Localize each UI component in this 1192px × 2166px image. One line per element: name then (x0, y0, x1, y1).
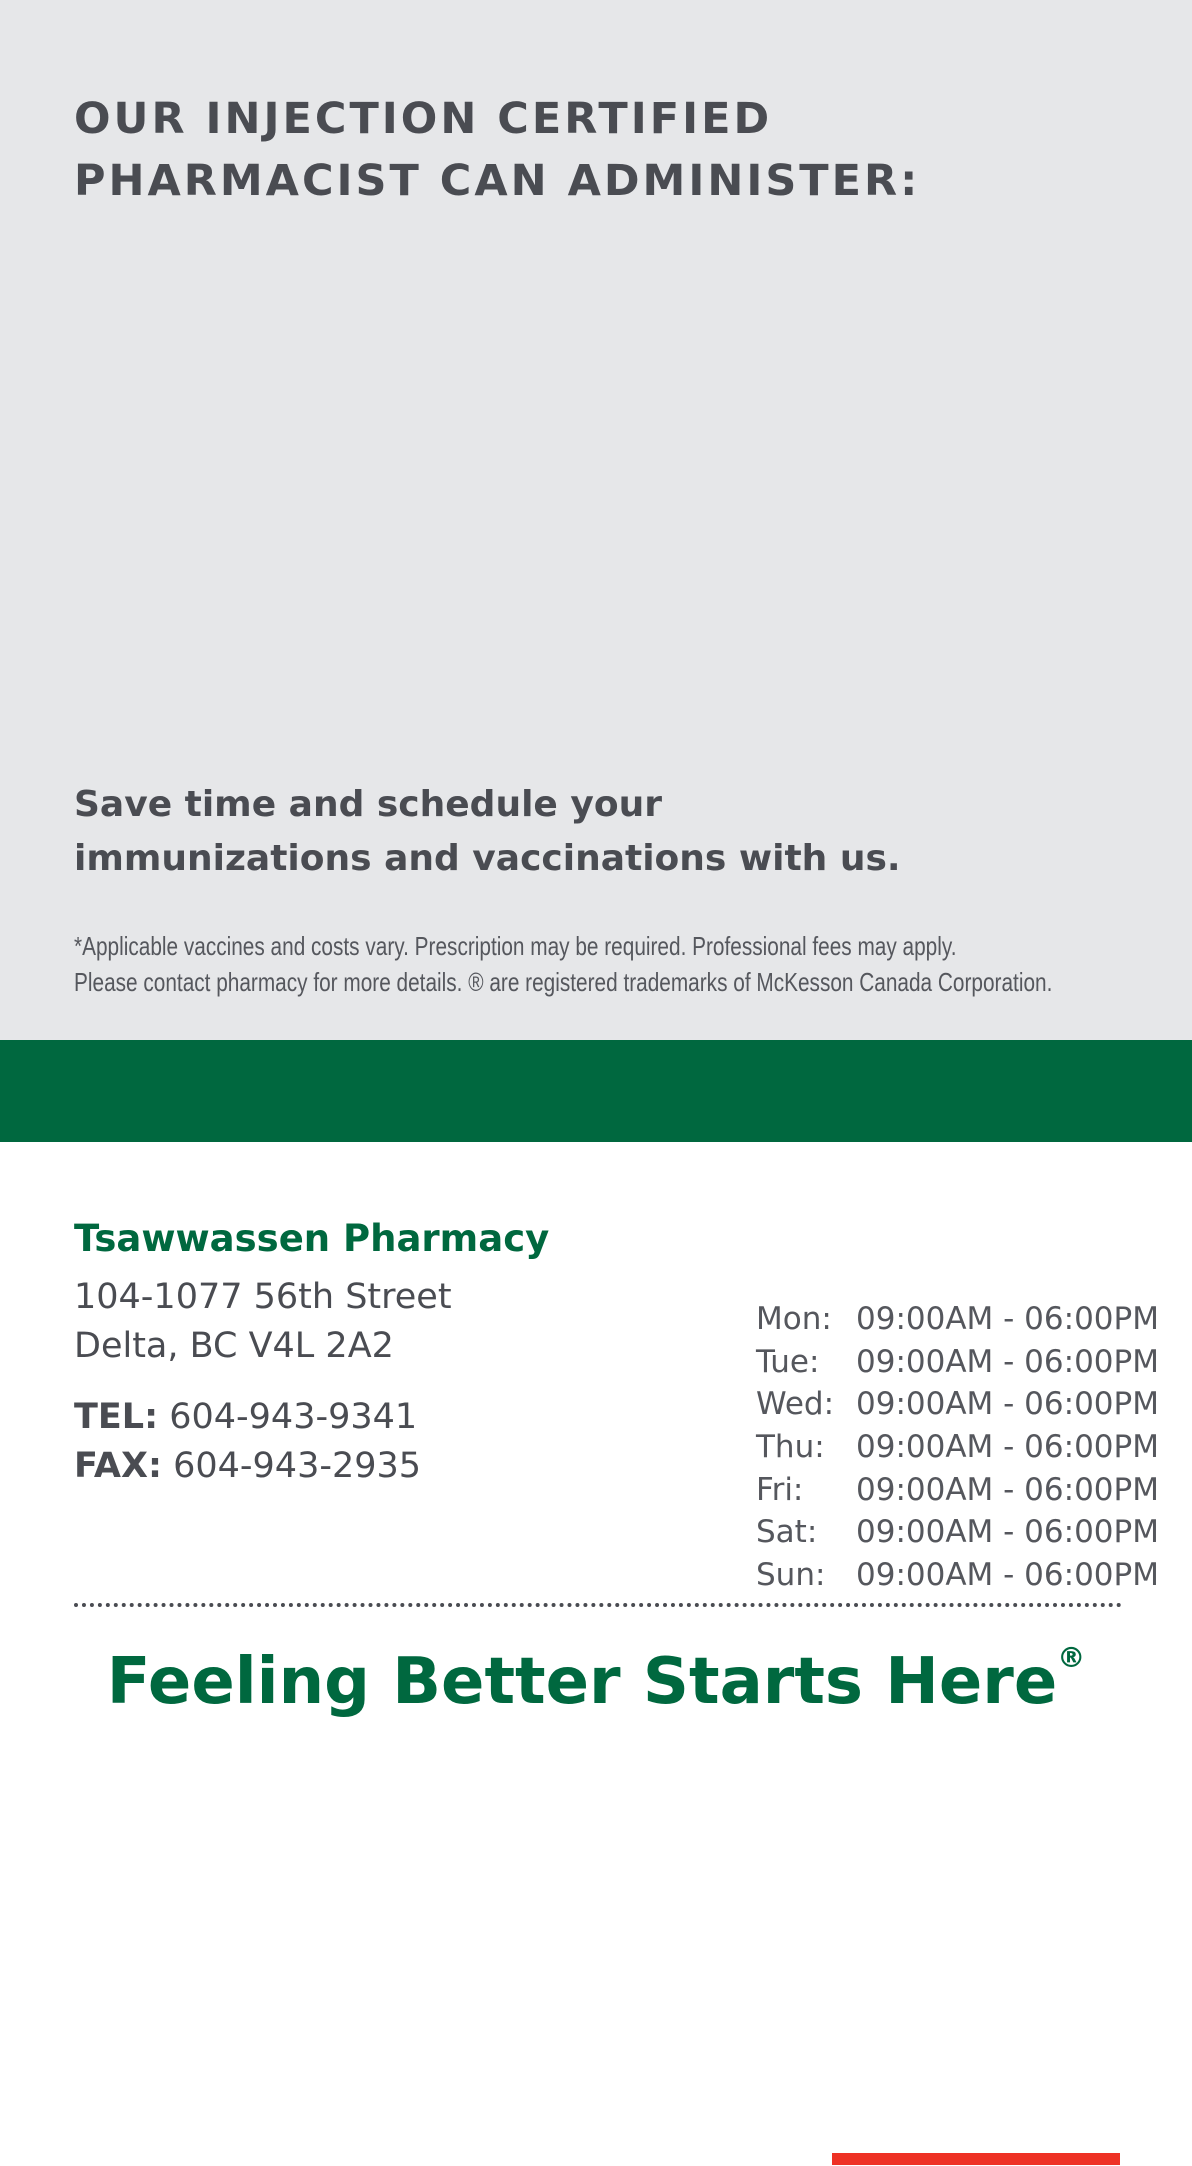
day: Wed: (756, 1386, 835, 1423)
time: 09:00AM - 06:00PM (856, 1301, 1159, 1337)
fax-label: FAX: (74, 1446, 162, 1486)
fax-number: 604-943-2935 (173, 1446, 422, 1486)
logo-wordmark: Guardian (832, 2086, 1110, 2152)
dotted-divider (74, 1603, 1122, 1607)
day: Thu: (756, 1429, 825, 1466)
top-panel: OUR INJECTION CERTIFIED PHARMACIST CAN A… (0, 0, 1192, 1040)
promo-line: immunizations and vaccinations with us. (74, 838, 901, 879)
store-hours: Mon: 09:00AM - 06:00PM Tue: 09:00AM - 06:0… (756, 1298, 1159, 1597)
hours-row: Sun: 09:00AM - 06:00PM (756, 1554, 1159, 1597)
hours-row: Tue: 09:00AM - 06:00PM (756, 1341, 1159, 1384)
hours-row: Mon: 09:00AM - 06:00PM (756, 1298, 1159, 1341)
logo-underline (832, 2153, 1120, 2165)
slogan: Feeling Better Starts Here® (0, 1641, 1192, 1719)
brand-band: Guardian (0, 1040, 1192, 2165)
telephone: TEL: 604-943-9341 (74, 1393, 421, 1442)
day: Mon: (756, 1301, 832, 1337)
pharmacy-name: Tsawwassen Pharmacy (74, 1217, 550, 1260)
tel-label: TEL: (74, 1397, 159, 1437)
time: 09:00AM - 06:00PM (856, 1386, 1159, 1423)
time: 09:00AM - 06:00PM (856, 1471, 1159, 1508)
title-line: PHARMACIST CAN ADMINISTER: (74, 156, 921, 206)
day: Sat: (756, 1514, 818, 1551)
tel-number: 604-943-9341 (169, 1397, 418, 1437)
hours-row: Fri: 09:00AM - 06:00PM (756, 1469, 1159, 1512)
time: 09:00AM - 06:00PM (856, 1429, 1159, 1466)
time: 09:00AM - 06:00PM (856, 1514, 1159, 1551)
disclaimer: *Applicable vaccines and costs vary. Pre… (74, 928, 1052, 1000)
guardian-logo: Guardian (832, 2086, 1122, 2166)
contact-info: TEL: 604-943-9341 FAX: 604-943-2935 (74, 1393, 421, 1491)
title-line: OUR INJECTION CERTIFIED (74, 94, 773, 144)
day: Sun: (756, 1557, 826, 1594)
day: Fri: (756, 1471, 804, 1508)
slogan-text: Feeling Better Starts Here (106, 1645, 1058, 1719)
registered-mark: ® (1057, 1641, 1086, 1674)
page-title: OUR INJECTION CERTIFIED PHARMACIST CAN A… (74, 88, 920, 212)
disclaimer-line: *Applicable vaccines and costs vary. Pre… (74, 931, 957, 961)
day: Tue: (756, 1343, 820, 1380)
promo-line: Save time and schedule your (74, 784, 662, 825)
time: 09:00AM - 06:00PM (856, 1557, 1159, 1594)
hours-row: Thu: 09:00AM - 06:00PM (756, 1426, 1159, 1469)
hours-row: Sat: 09:00AM - 06:00PM (756, 1511, 1159, 1554)
address-line: 104-1077 56th Street (74, 1277, 452, 1317)
pharmacy-address: 104-1077 56th Street Delta, BC V4L 2A2 (74, 1273, 452, 1371)
time: 09:00AM - 06:00PM (856, 1343, 1159, 1380)
address-line: Delta, BC V4L 2A2 (74, 1326, 394, 1366)
promo-text: Save time and schedule your immunization… (74, 778, 901, 886)
fax: FAX: 604-943-2935 (74, 1442, 421, 1491)
hours-row: Wed: 09:00AM - 06:00PM (756, 1383, 1159, 1426)
disclaimer-line: Please contact pharmacy for more details… (74, 967, 1053, 997)
